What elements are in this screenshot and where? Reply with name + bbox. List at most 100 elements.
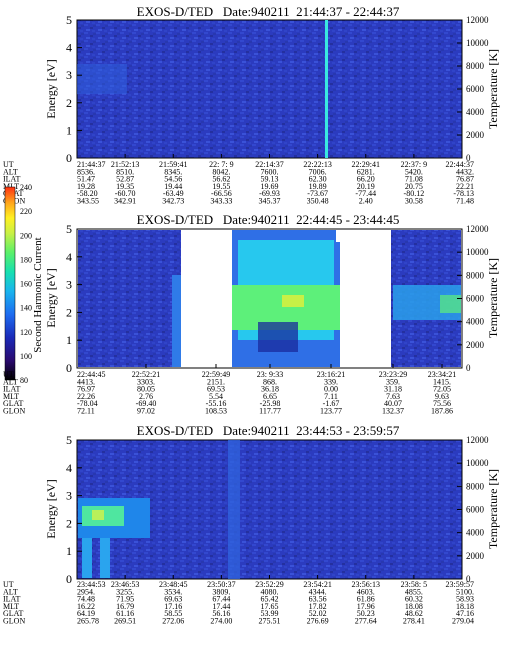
y-right-tick-label: 4000 — [466, 317, 485, 327]
panel-1-ylabel-right: Temperature [K] — [486, 49, 500, 129]
panel-3-title: EXOS-D/TED Date:940211 23:44:53 - 23:59:… — [137, 423, 400, 438]
table-row-label: ALT — [3, 587, 18, 596]
table-cell: 59.13 — [261, 175, 279, 184]
panel-2-yticks-right: 0 2000 4000 6000 8000 10000 12000 — [457, 224, 489, 373]
table-cell: 123.77 — [320, 407, 342, 416]
table-cell: -73.67 — [307, 189, 328, 198]
table-cell: 2151. — [207, 377, 225, 386]
panel-3-ylabel: Energy [eV] — [44, 479, 58, 538]
table-cell: 19.89 — [309, 182, 327, 191]
table-cell: 56.62 — [212, 175, 230, 184]
y-right-tick-label: 10000 — [466, 247, 489, 257]
y-right-tick-label: 10000 — [466, 458, 489, 468]
panel-3-ylabel-right: Temperature [K] — [486, 469, 500, 549]
y-right-tick-label: 6000 — [466, 84, 485, 94]
table-cell: 72.11 — [77, 407, 95, 416]
table-cell: 16.22 — [77, 602, 95, 611]
y-tick-label: 1 — [66, 123, 72, 137]
colorbar: Second Harmonic Current 80 100 120 140 160 18… — [4, 183, 44, 385]
y-right-tick-label: 6000 — [466, 294, 485, 304]
panel-1-lowband — [77, 64, 127, 94]
table-cell: 50.23 — [357, 609, 375, 618]
y-right-tick-label: 8000 — [466, 270, 485, 280]
table-cell: 76.87 — [456, 175, 474, 184]
table-cell: 1415. — [433, 377, 451, 386]
y-right-tick-label: 2000 — [466, 340, 485, 350]
table-cell: 17.65 — [261, 602, 279, 611]
table-cell: 8510. — [116, 167, 134, 176]
y-tick-label: 0 — [66, 151, 72, 165]
panel-1-xticks — [76, 154, 463, 158]
y-tick-label: 2 — [66, 516, 72, 530]
table-cell: -69.40 — [136, 399, 157, 408]
table-cell: 18.08 — [405, 602, 423, 611]
table-cell: 36.18 — [261, 385, 279, 394]
table-row-label: GLON — [3, 617, 25, 626]
y-tick-label: 4 — [66, 250, 72, 264]
table-cell: 97.02 — [137, 407, 155, 416]
table-cell: 23: 9:33 — [257, 370, 283, 379]
table-cell: 2.40 — [359, 197, 373, 206]
table-row-label: ILAT — [3, 385, 20, 394]
table-cell: 23:48:45 — [159, 580, 187, 589]
table-cell: 23:56:13 — [352, 580, 380, 589]
table-cell: 6281. — [357, 167, 375, 176]
table-cell: 350.48 — [307, 197, 329, 206]
y-right-tick-label: 2000 — [466, 130, 485, 140]
table-row-label: GLAT — [3, 609, 24, 618]
y-tick-label: 3 — [66, 489, 72, 503]
table-cell: 265.78 — [77, 617, 99, 626]
table-cell: 23:58: 5 — [401, 580, 427, 589]
colorbar-tick-label: 140 — [20, 304, 32, 313]
y-right-tick-label: 10000 — [466, 38, 489, 48]
table-cell: 117.77 — [259, 407, 281, 416]
table-row-label: ILAT — [3, 175, 20, 184]
table-cell: 8536. — [77, 167, 95, 176]
table-cell: 4432. — [456, 167, 474, 176]
panel-2-yticks: 0 1 2 3 4 5 — [66, 222, 82, 375]
table-cell: 71.95 — [116, 595, 134, 604]
y-tick-label: 5 — [66, 13, 72, 27]
table-cell: 71.08 — [405, 175, 423, 184]
table-cell: 3809. — [212, 587, 230, 596]
panel-2-segment-2-dark — [258, 322, 298, 352]
panel-2-table: UTALTILATMLTGLATGLON22:44:454413.76.9722… — [3, 370, 456, 416]
table-cell: -69.93 — [259, 189, 280, 198]
table-cell: 22:44:37 — [446, 160, 474, 169]
panel-2-xticks — [76, 364, 443, 368]
table-cell: 4080. — [261, 587, 279, 596]
panel-1-title: EXOS-D/TED Date:940211 21:44:37 - 22:44:… — [137, 4, 400, 19]
table-row-label: ILAT — [3, 595, 20, 604]
table-cell: 22.26 — [77, 392, 95, 401]
y-tick-label: 0 — [66, 361, 72, 375]
table-cell: 5420. — [405, 167, 423, 176]
table-cell: 868. — [263, 377, 277, 386]
colorbar-tick-label: 180 — [20, 255, 32, 264]
table-cell: -78.04 — [77, 399, 98, 408]
panel-2-ylabel: Energy [eV] — [44, 268, 58, 327]
table-cell: 269.51 — [114, 617, 136, 626]
table-cell: 54.56 — [164, 175, 182, 184]
table-cell: 4855. — [405, 587, 423, 596]
table-cell: 17.16 — [164, 602, 182, 611]
table-cell: 23:54:21 — [303, 580, 331, 589]
panel-1-table: UTALTILATMLTGLATGLON21:44:378536.51.4719… — [3, 160, 474, 206]
table-cell: 4603. — [357, 587, 375, 596]
table-cell: 4344. — [309, 587, 327, 596]
colorbar-gradient — [4, 186, 16, 381]
table-cell: -55.16 — [206, 399, 227, 408]
table-cell: 17.44 — [212, 602, 230, 611]
panel-2-segment-1-edge — [172, 275, 181, 367]
table-cell: 3255. — [116, 587, 134, 596]
table-cell: 6.65 — [263, 392, 277, 401]
y-right-tick-label: 0 — [466, 363, 471, 373]
table-cell: 20.19 — [357, 182, 375, 191]
table-row-label: ALT — [3, 377, 18, 386]
panel-3-stripe — [228, 440, 240, 579]
y-tick-label: 1 — [66, 544, 72, 558]
table-cell: 23:52:29 — [255, 580, 283, 589]
table-cell: 7.11 — [324, 392, 338, 401]
panel-3-yticks: 0 1 2 3 4 5 — [66, 433, 82, 586]
y-tick-label: 3 — [66, 278, 72, 292]
table-cell: 58.55 — [164, 609, 182, 618]
